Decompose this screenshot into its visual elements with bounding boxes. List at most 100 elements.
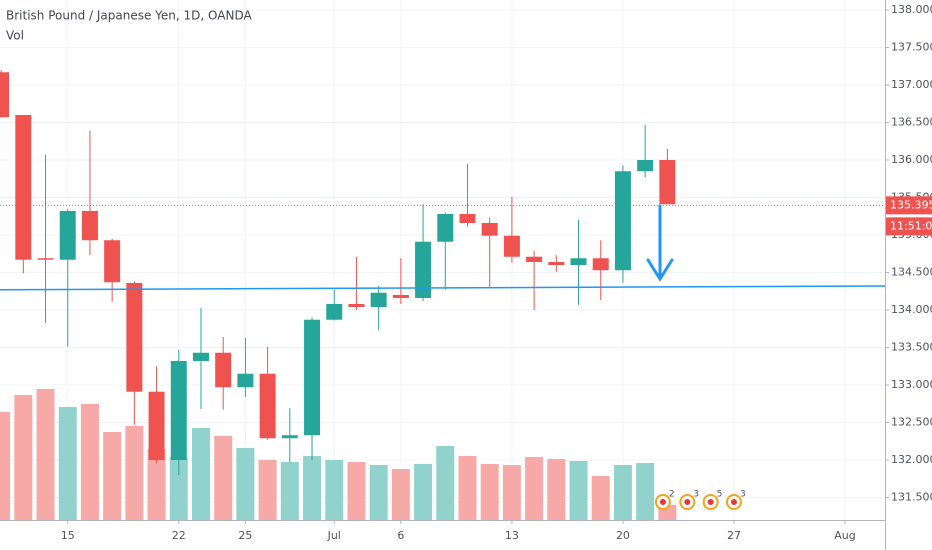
x-tick-label: Jul bbox=[327, 529, 341, 542]
countdown-label: 11:51:06 bbox=[890, 219, 932, 232]
candle-body bbox=[392, 294, 409, 298]
y-tick-label: 134.500 bbox=[891, 265, 932, 278]
volume-bar bbox=[414, 464, 433, 520]
volume-bar bbox=[325, 460, 344, 520]
candle-body bbox=[237, 373, 254, 388]
volume-bar bbox=[280, 462, 299, 520]
candle-body bbox=[370, 292, 387, 307]
volume-bar bbox=[14, 395, 33, 520]
event-count: 5 bbox=[717, 490, 723, 500]
arrow bbox=[646, 204, 674, 282]
event-count: 3 bbox=[693, 490, 699, 500]
last-price-label: 135.395 bbox=[890, 198, 932, 211]
candle-body bbox=[81, 210, 98, 241]
candle-body bbox=[570, 258, 587, 265]
volume-bar bbox=[369, 465, 388, 520]
event-dot bbox=[684, 499, 691, 505]
volume-bar bbox=[103, 432, 122, 520]
candle-body bbox=[503, 235, 520, 257]
volume-bar bbox=[58, 407, 77, 520]
y-tick-label: 137.000 bbox=[891, 78, 932, 91]
y-tick-label: 133.500 bbox=[891, 340, 932, 353]
y-tick-label: 131.500 bbox=[891, 490, 932, 503]
volume-bar bbox=[191, 428, 210, 520]
volume-bar bbox=[347, 462, 366, 520]
candle-body bbox=[326, 303, 343, 320]
candle-body bbox=[481, 222, 498, 236]
volume-bar bbox=[214, 436, 233, 520]
candle-body bbox=[614, 171, 631, 271]
volume-bar bbox=[303, 456, 322, 520]
volume-bar bbox=[147, 449, 166, 520]
x-tick-label: 27 bbox=[727, 529, 741, 542]
volume-bar bbox=[391, 469, 410, 520]
candle-body bbox=[637, 159, 654, 172]
volume-bar bbox=[125, 426, 144, 520]
candle-body bbox=[304, 319, 321, 436]
x-tick-label: 6 bbox=[397, 529, 404, 542]
x-tick-label: 22 bbox=[172, 529, 186, 542]
volume-bar bbox=[591, 476, 610, 520]
y-tick-label: 137.500 bbox=[891, 40, 932, 53]
volume-bar bbox=[480, 464, 499, 520]
x-tick-label: 15 bbox=[61, 529, 75, 542]
candle-body bbox=[659, 159, 676, 205]
candle-body bbox=[437, 213, 454, 242]
y-tick-label: 133.000 bbox=[891, 378, 932, 391]
volume-bar bbox=[613, 465, 632, 520]
candle-body bbox=[126, 282, 143, 392]
volume-label: Vol bbox=[6, 29, 24, 43]
volume-bar bbox=[258, 460, 277, 520]
y-tick-label: 134.000 bbox=[891, 303, 932, 316]
volume-bar bbox=[569, 461, 588, 520]
volume-bar bbox=[0, 412, 11, 520]
x-tick-label: Aug bbox=[834, 529, 855, 542]
candle-body bbox=[37, 258, 54, 260]
event-dot bbox=[659, 499, 666, 505]
y-tick-label: 132.000 bbox=[891, 453, 932, 466]
candle-body bbox=[459, 213, 476, 223]
event-dot bbox=[730, 499, 737, 505]
candle-body bbox=[0, 72, 10, 118]
event-count: 2 bbox=[669, 490, 675, 500]
volume-bar bbox=[547, 459, 566, 520]
candle-body bbox=[170, 360, 187, 460]
y-tick-label: 138.000 bbox=[891, 3, 932, 16]
x-tick-label: 20 bbox=[616, 529, 630, 542]
candle-body bbox=[348, 303, 365, 307]
candle-body bbox=[59, 210, 76, 260]
y-tick-label: 136.500 bbox=[891, 115, 932, 128]
volume-bar bbox=[436, 446, 455, 520]
volume-bar bbox=[80, 404, 99, 520]
candle-body bbox=[215, 352, 232, 388]
volume-bar bbox=[502, 465, 521, 520]
y-tick-label: 132.500 bbox=[891, 415, 932, 428]
countdown-tag bbox=[886, 217, 932, 236]
candle-body bbox=[192, 352, 209, 361]
volume-bar bbox=[236, 448, 255, 520]
candle-body bbox=[592, 258, 609, 271]
volume-bar bbox=[636, 463, 655, 520]
candle-body bbox=[526, 256, 543, 262]
y-tick-label: 136.000 bbox=[891, 153, 932, 166]
event-dot bbox=[707, 499, 714, 505]
x-tick-label: 25 bbox=[238, 529, 252, 542]
candle-body bbox=[548, 261, 565, 265]
candle-body bbox=[15, 114, 32, 260]
volume-bar bbox=[458, 456, 477, 520]
last-price-tag bbox=[886, 196, 932, 215]
event-count: 3 bbox=[740, 490, 746, 500]
support-line bbox=[0, 285, 886, 291]
candle-body bbox=[104, 240, 121, 283]
candle-body bbox=[281, 435, 298, 439]
candle-body bbox=[415, 241, 432, 298]
volume-bar bbox=[525, 457, 544, 520]
candle-body bbox=[148, 391, 165, 460]
volume-bar bbox=[169, 457, 188, 520]
chart-title: British Pound / Japanese Yen, 1D, OANDA bbox=[6, 9, 252, 23]
volume-bar bbox=[36, 389, 55, 520]
candle-body bbox=[259, 373, 276, 439]
x-tick-label: 13 bbox=[505, 529, 519, 542]
